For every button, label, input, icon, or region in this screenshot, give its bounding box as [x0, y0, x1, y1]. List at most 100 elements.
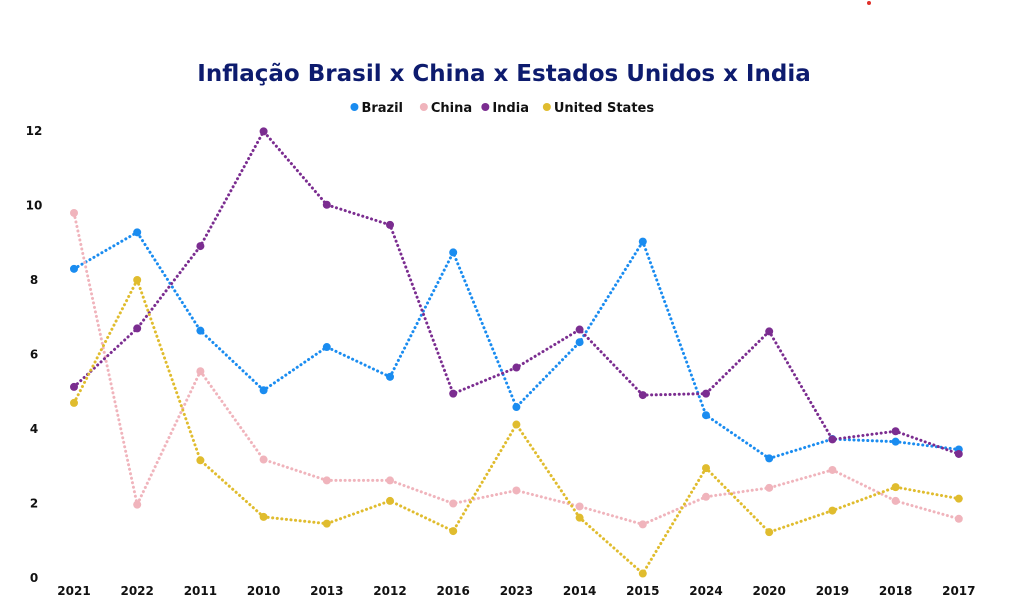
- y-tick-label: 10: [26, 199, 43, 213]
- y-tick-label: 2: [30, 497, 38, 511]
- data-point: [133, 324, 142, 333]
- series-china: [70, 208, 963, 529]
- data-point: [765, 528, 774, 537]
- x-tick-label: 2024: [689, 584, 722, 598]
- data-point: [259, 512, 268, 521]
- data-point: [449, 248, 458, 257]
- x-tick-label: 2010: [247, 584, 280, 598]
- data-point: [133, 228, 142, 237]
- data-point: [891, 437, 900, 446]
- legend-label: China: [431, 101, 472, 116]
- y-tick-label: 12: [26, 124, 43, 138]
- data-point: [70, 264, 78, 273]
- data-point: [386, 372, 394, 381]
- data-point: [259, 127, 268, 136]
- x-tick-label: 2022: [120, 584, 153, 598]
- x-tick-label: 2015: [626, 584, 659, 598]
- x-tick-label: 2021: [57, 584, 90, 598]
- data-point: [828, 465, 837, 474]
- legend-item: India: [481, 101, 529, 116]
- legend-swatch: [481, 103, 490, 111]
- legend: Brazil China India United States: [350, 101, 654, 116]
- data-point: [891, 483, 900, 492]
- plot-area: [70, 127, 963, 578]
- data-point: [322, 343, 331, 352]
- legend-label: Brazil: [361, 101, 403, 116]
- data-point: [702, 464, 710, 473]
- data-point: [638, 237, 647, 246]
- marker-dot: [867, 1, 871, 5]
- data-point: [259, 455, 268, 464]
- legend-label: India: [492, 101, 529, 116]
- data-point: [702, 411, 710, 420]
- x-tick-label: 2014: [563, 584, 596, 598]
- x-tick-label: 2020: [752, 584, 785, 598]
- legend-swatch: [542, 103, 551, 111]
- data-point: [765, 327, 774, 336]
- x-tick-label: 2018: [879, 584, 912, 598]
- data-point: [133, 276, 142, 284]
- legend-swatch: [350, 103, 359, 111]
- data-point: [765, 454, 774, 463]
- data-point: [196, 367, 205, 376]
- x-tick-label: 2023: [500, 584, 533, 598]
- data-point: [575, 325, 584, 334]
- legend-swatch: [419, 103, 428, 111]
- data-point: [449, 527, 458, 536]
- data-point: [575, 513, 584, 522]
- data-point: [891, 496, 900, 505]
- data-point: [259, 386, 268, 395]
- data-point: [954, 449, 963, 458]
- y-axis: 0 2 4 6 8 10 12: [26, 124, 43, 585]
- data-point: [575, 502, 584, 511]
- y-tick-label: 8: [30, 273, 38, 287]
- data-point: [638, 391, 647, 400]
- series-line: [72, 276, 961, 576]
- data-point: [386, 496, 394, 505]
- data-point: [638, 520, 647, 529]
- data-point: [70, 208, 78, 217]
- data-point: [70, 398, 78, 407]
- data-point: [891, 427, 900, 436]
- data-point: [638, 569, 647, 578]
- x-tick-label: 2012: [373, 584, 406, 598]
- data-point: [70, 382, 78, 391]
- data-point: [765, 483, 774, 492]
- legend-label: United States: [554, 101, 655, 116]
- data-point: [196, 326, 205, 335]
- data-point: [954, 494, 963, 503]
- data-point: [386, 220, 394, 229]
- data-point: [702, 492, 710, 501]
- data-point: [196, 456, 205, 465]
- x-tick-label: 2017: [942, 584, 975, 598]
- x-axis: 2021 2022 2011 2010 2013 2012 2016 2023 2014 2015…: [57, 584, 975, 598]
- data-point: [828, 435, 837, 444]
- data-point: [322, 476, 331, 485]
- data-point: [512, 403, 521, 412]
- x-tick-label: 2013: [310, 584, 343, 598]
- data-point: [575, 338, 584, 347]
- y-tick-label: 0: [30, 571, 38, 585]
- x-tick-label: 2019: [816, 584, 849, 598]
- x-tick-label: 2016: [436, 584, 469, 598]
- legend-item: China: [419, 101, 472, 116]
- data-point: [954, 514, 963, 523]
- data-point: [386, 476, 394, 485]
- data-point: [512, 486, 521, 495]
- data-point: [322, 519, 331, 528]
- data-point: [512, 420, 521, 429]
- data-point: [196, 242, 205, 251]
- chart-title: Inflação Brasil x China x Estados Unidos…: [197, 61, 810, 87]
- data-point: [449, 389, 458, 398]
- legend-item: Brazil: [350, 101, 403, 116]
- y-tick-label: 4: [30, 422, 38, 436]
- data-point: [322, 200, 331, 209]
- series-united-states: [70, 276, 963, 578]
- data-point: [512, 363, 521, 372]
- data-point: [449, 499, 458, 508]
- data-point: [133, 500, 142, 509]
- x-tick-label: 2011: [184, 584, 217, 598]
- data-point: [828, 506, 837, 515]
- series-india: [70, 127, 963, 458]
